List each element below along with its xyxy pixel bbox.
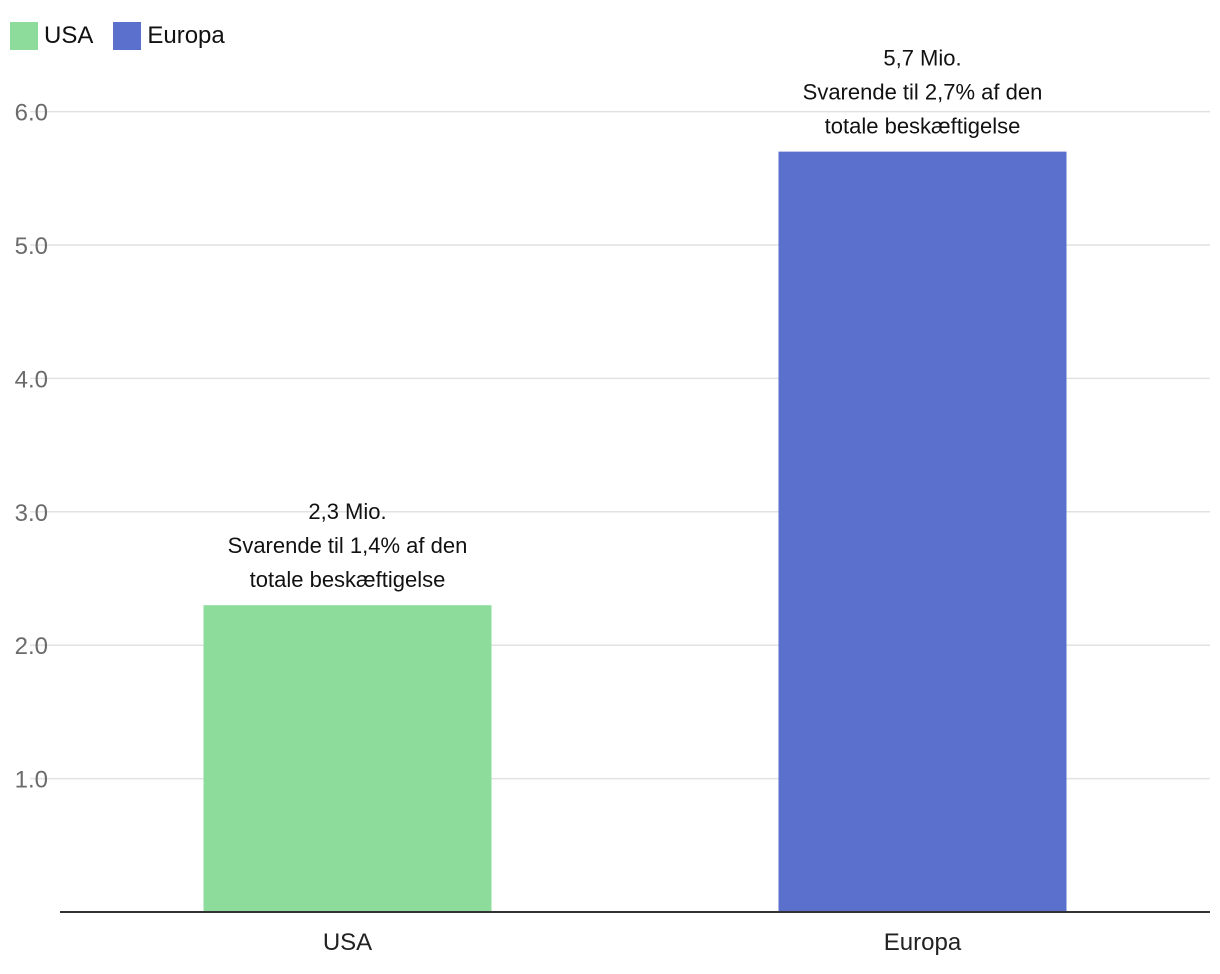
y-tick-label: 4.0 — [15, 366, 48, 393]
data-label: Svarende til 2,7% af den — [803, 80, 1043, 105]
y-tick-label: 5.0 — [15, 233, 48, 260]
legend-swatch-usa — [10, 22, 38, 50]
legend-item-usa: USA — [10, 22, 93, 50]
bar-europa — [778, 151, 1067, 912]
data-label: Svarende til 1,4% af den — [228, 533, 468, 558]
chart-legend: USA Europa — [10, 22, 225, 50]
y-tick-label: 1.0 — [15, 767, 48, 794]
legend-label-europa: Europa — [147, 22, 225, 49]
data-label: 5,7 Mio. — [883, 46, 961, 71]
data-label: totale beskæftigelse — [250, 567, 446, 592]
y-tick-label: 3.0 — [15, 500, 48, 527]
legend-label-usa: USA — [44, 22, 94, 49]
x-tick-label: USA — [323, 929, 372, 956]
bar-usa — [203, 605, 492, 912]
y-tick-label: 2.0 — [15, 633, 48, 660]
y-tick-label: 6.0 — [15, 100, 48, 127]
x-tick-label: Europa — [884, 929, 962, 956]
legend-swatch-europa — [113, 22, 142, 50]
legend-item-europa: Europa — [113, 22, 225, 50]
data-label: totale beskæftigelse — [825, 114, 1021, 139]
data-label: 2,3 Mio. — [308, 499, 386, 524]
